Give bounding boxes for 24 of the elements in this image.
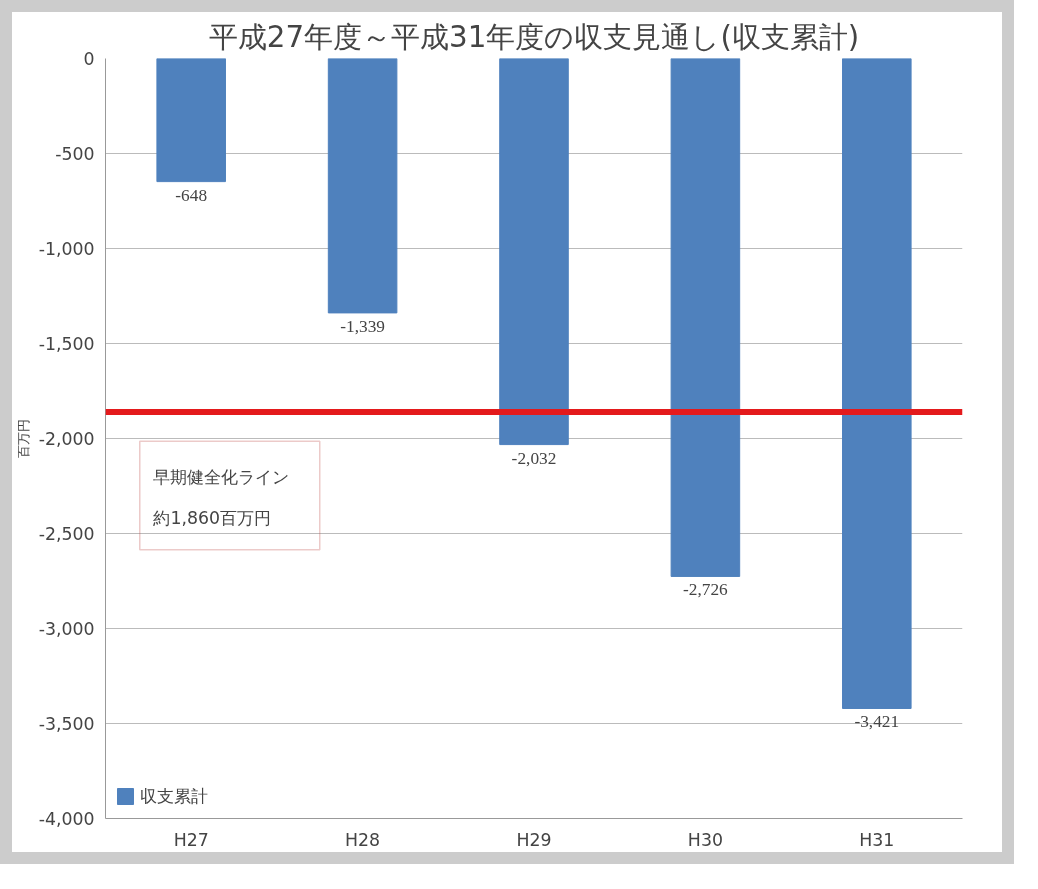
data-label: -1,339 xyxy=(340,316,385,336)
x-tick-label: H29 xyxy=(516,829,552,850)
y-tick-label: -2,500 xyxy=(38,524,95,544)
y-axis-title: 百万円 xyxy=(15,419,31,458)
x-tick-label: H31 xyxy=(859,829,895,850)
data-label: -3,421 xyxy=(854,712,900,732)
y-tick-label: -3,000 xyxy=(38,619,95,639)
data-label: -2,032 xyxy=(511,448,557,468)
y-tick-label: -4,000 xyxy=(38,809,95,829)
annotation: 約1,860百万円 xyxy=(153,508,272,529)
y-tick-label: -1,500 xyxy=(38,334,95,354)
y-tick-label: -3,500 xyxy=(38,714,95,734)
legend-label: 収支累計 xyxy=(140,785,208,808)
data-label: -648 xyxy=(175,185,208,205)
y-tick-label: -500 xyxy=(55,144,95,164)
annotation: 早期健全化ライン xyxy=(153,466,290,487)
y-tick-label: -2,000 xyxy=(38,429,95,449)
data-label: -2,726 xyxy=(683,580,729,600)
x-tick-label: H30 xyxy=(687,829,723,850)
y-tick-label: 0 xyxy=(83,49,95,69)
chart-title: 平成27年度～平成31年度の収支見通し(収支累計) xyxy=(208,19,860,54)
x-tick-label: H27 xyxy=(173,829,209,850)
y-tick-label: -1,000 xyxy=(38,239,95,259)
x-tick-label: H28 xyxy=(345,829,381,850)
